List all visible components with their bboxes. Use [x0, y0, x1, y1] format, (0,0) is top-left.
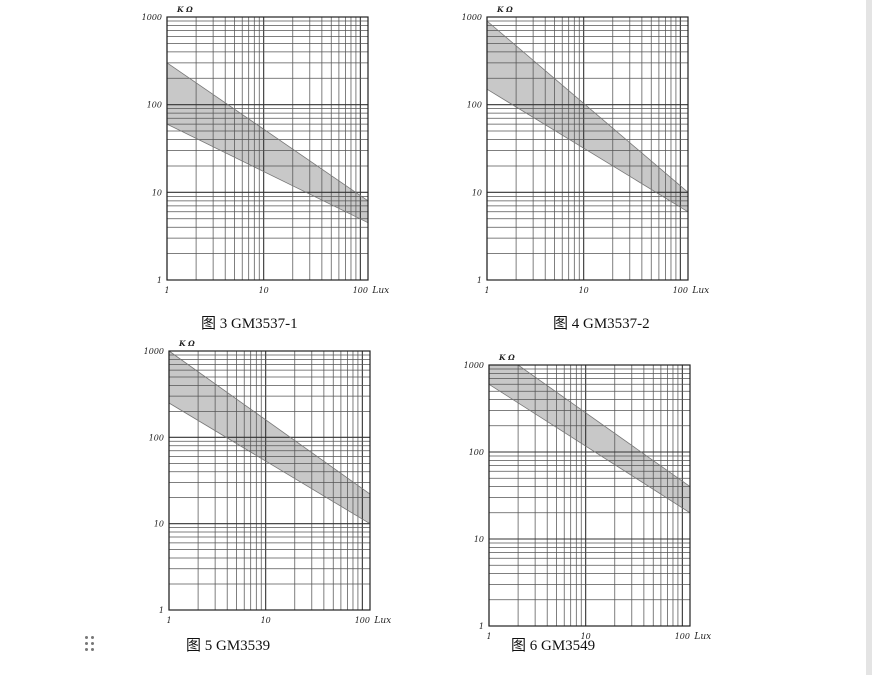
figure-caption-5: 图 5 GM3539 — [186, 638, 271, 654]
y-axis-label: K Ω — [178, 339, 195, 348]
y-tick-label: 10 — [474, 535, 484, 544]
plot-frame — [486, 16, 689, 281]
x-axis-label: Lux — [691, 286, 709, 296]
y-tick-label: 10 — [152, 188, 162, 197]
resistance-band — [489, 365, 690, 513]
resistance-band — [167, 62, 368, 223]
y-axis-label: K Ω — [176, 5, 193, 14]
x-axis-label: Lux — [373, 616, 391, 626]
figure-caption-4: 图 4 GM3537-2 — [553, 316, 650, 332]
plot-frame — [488, 364, 691, 627]
upper-curve — [486, 20, 689, 193]
y-tick-label: 1 — [159, 606, 164, 615]
lower-curve — [168, 402, 371, 525]
figure-caption-6: 图 6 GM3549 — [511, 638, 596, 654]
plot-frame — [166, 16, 369, 281]
y-tick-label: 1000 — [142, 13, 162, 22]
y-tick-label: 10 — [472, 188, 482, 197]
x-tick-label: 10 — [579, 286, 589, 295]
x-tick-label: 1 — [164, 286, 169, 295]
x-tick-label: 100 — [675, 632, 690, 641]
y-tick-label: 10 — [154, 520, 164, 529]
x-tick-label: 1 — [484, 286, 489, 295]
x-tick-label: 1 — [486, 632, 491, 641]
y-axis-label: K Ω — [498, 353, 515, 362]
lower-curve — [486, 88, 689, 213]
x-tick-label: 10 — [259, 286, 269, 295]
y-tick-label: 1 — [157, 276, 162, 285]
y-tick-label: 1000 — [144, 347, 164, 356]
x-tick-label: 100 — [353, 286, 368, 295]
y-tick-label: 100 — [147, 101, 162, 110]
figure-caption-3: 图 3 GM3537-1 — [201, 316, 298, 332]
y-tick-label: 100 — [467, 101, 482, 110]
lower-curve — [166, 123, 369, 224]
scrollbar-track[interactable] — [866, 0, 872, 675]
y-tick-label: 1000 — [462, 13, 482, 22]
upper-curve — [166, 62, 369, 202]
drag-handle-icon[interactable] — [84, 634, 98, 654]
y-tick-label: 1 — [479, 622, 484, 631]
x-tick-label: 1 — [166, 616, 171, 625]
x-tick-label: 10 — [261, 616, 271, 625]
y-tick-label: 100 — [149, 433, 164, 442]
x-tick-label: 10 — [581, 632, 591, 641]
resistance-band — [487, 21, 688, 212]
y-tick-label: 1 — [477, 276, 482, 285]
x-axis-label: Lux — [371, 286, 389, 296]
upper-curve — [168, 350, 371, 495]
x-tick-label: 100 — [355, 616, 370, 625]
plot-frame — [168, 350, 371, 611]
x-tick-label: 100 — [673, 286, 688, 295]
lower-curve — [488, 383, 691, 514]
y-tick-label: 100 — [469, 448, 484, 457]
y-axis-label: K Ω — [496, 5, 513, 14]
y-tick-label: 1000 — [464, 361, 484, 370]
x-axis-label: Lux — [693, 632, 711, 642]
